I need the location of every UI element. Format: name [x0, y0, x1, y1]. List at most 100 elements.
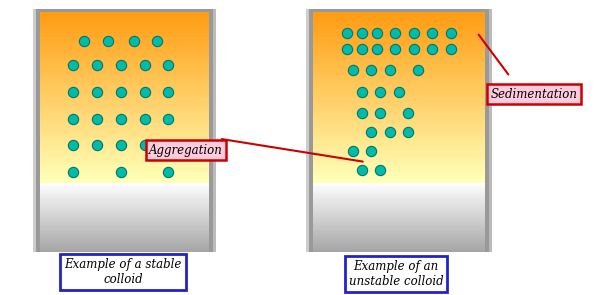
Point — [116, 63, 125, 68]
Point — [140, 63, 149, 68]
Bar — [40, 186, 209, 188]
Bar — [313, 183, 485, 185]
Bar — [213, 9, 216, 252]
Bar — [40, 249, 209, 250]
Point — [68, 143, 78, 148]
Bar — [40, 237, 209, 238]
Bar — [313, 193, 485, 195]
Bar — [313, 75, 485, 78]
Bar — [40, 238, 209, 240]
Bar — [40, 141, 209, 145]
Bar — [40, 110, 209, 113]
Bar — [40, 240, 209, 242]
Bar — [40, 120, 209, 124]
Point — [164, 63, 173, 68]
Bar — [313, 185, 485, 186]
Bar — [40, 92, 209, 96]
Bar — [40, 68, 209, 71]
Bar — [313, 204, 485, 205]
Point — [129, 39, 139, 43]
Point — [68, 170, 78, 175]
Point — [92, 63, 102, 68]
Bar — [40, 16, 209, 19]
Bar — [40, 103, 209, 106]
Bar — [313, 113, 485, 117]
Bar — [313, 162, 485, 165]
Bar — [40, 207, 209, 209]
Bar — [313, 145, 485, 148]
Bar — [313, 190, 485, 191]
Bar — [40, 191, 209, 193]
Bar — [313, 233, 485, 235]
Bar — [40, 124, 209, 127]
Bar — [40, 127, 209, 131]
Bar — [40, 209, 209, 211]
Point — [385, 130, 395, 135]
Bar — [40, 86, 209, 89]
Point — [103, 39, 113, 43]
Bar — [40, 155, 209, 158]
Point — [428, 31, 437, 35]
Point — [409, 47, 419, 51]
Bar — [40, 75, 209, 78]
Bar — [313, 82, 485, 86]
Bar — [40, 145, 209, 148]
Point — [116, 170, 125, 175]
Bar — [489, 9, 492, 252]
Point — [366, 68, 376, 73]
Point — [357, 111, 367, 116]
Bar — [40, 221, 209, 223]
Bar — [313, 230, 485, 231]
Bar — [40, 78, 209, 82]
Point — [140, 116, 149, 121]
Bar — [313, 40, 485, 44]
Point — [357, 89, 367, 94]
Bar — [40, 250, 209, 252]
Bar — [40, 202, 209, 204]
Point — [446, 47, 456, 51]
Bar — [313, 110, 485, 113]
Point — [394, 89, 404, 94]
Bar — [313, 9, 485, 12]
Bar — [40, 230, 209, 231]
Bar — [313, 169, 485, 173]
Bar — [313, 211, 485, 212]
Point — [404, 111, 413, 116]
Bar — [40, 204, 209, 205]
Bar — [40, 113, 209, 117]
Point — [79, 39, 89, 43]
Bar — [313, 244, 485, 245]
Bar — [40, 224, 209, 226]
Bar — [313, 221, 485, 223]
Bar — [313, 78, 485, 82]
Bar — [40, 82, 209, 86]
Point — [376, 111, 385, 116]
Bar — [40, 54, 209, 58]
Bar — [40, 233, 209, 235]
Bar — [40, 205, 209, 207]
Bar — [40, 211, 209, 212]
Point — [152, 39, 162, 43]
Bar — [40, 218, 209, 219]
Bar — [40, 219, 209, 221]
Bar — [40, 226, 209, 228]
Bar — [313, 250, 485, 252]
Point — [428, 47, 437, 51]
Bar — [313, 54, 485, 58]
Bar — [313, 44, 485, 47]
Bar — [313, 148, 485, 152]
Bar — [313, 103, 485, 106]
Point — [342, 47, 352, 51]
Point — [92, 143, 102, 148]
Bar — [313, 152, 485, 155]
Bar — [313, 207, 485, 209]
Bar — [313, 19, 485, 23]
Bar — [40, 23, 209, 26]
Bar — [306, 9, 309, 252]
Bar — [40, 223, 209, 224]
Bar — [313, 218, 485, 219]
Bar — [40, 19, 209, 23]
Bar — [40, 12, 209, 16]
Point — [140, 89, 149, 94]
Bar — [313, 92, 485, 96]
